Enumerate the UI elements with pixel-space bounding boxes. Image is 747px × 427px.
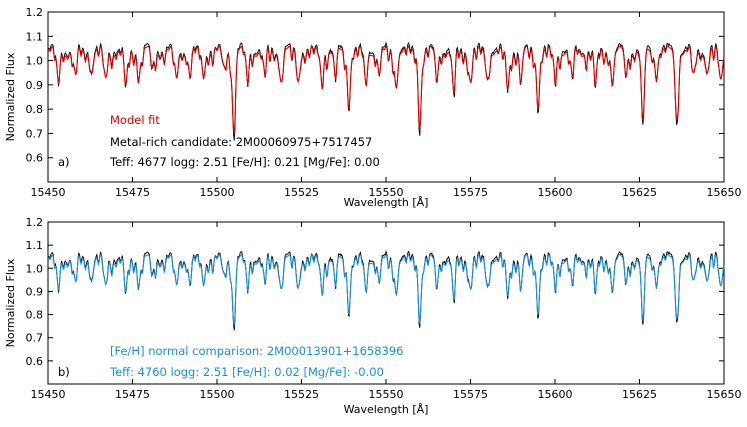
y-tick-label: 1.0 (26, 55, 44, 68)
x-tick-label: 15450 (31, 186, 66, 199)
spectrum-series (47, 41, 725, 141)
x-tick-label: 15600 (538, 186, 573, 199)
x-axis-label: Wavelength [Å] (344, 196, 429, 209)
y-tick-label: 1.1 (26, 239, 44, 252)
model-spectrum-line (47, 253, 725, 326)
x-tick-label: 15500 (200, 388, 235, 401)
y-tick-label: 0.7 (26, 127, 44, 140)
y-tick-label: 1.1 (26, 30, 44, 43)
x-tick-label: 15475 (115, 388, 150, 401)
x-tick-label: 15575 (453, 388, 488, 401)
axis-ticks: 15450 15475 15500 15525 15550 15575 15600 15625… (26, 6, 742, 199)
x-tick-label: 15575 (453, 186, 488, 199)
panel-b: 15450 15475 15500 15525 15550 15575 15600 15625… (4, 216, 742, 416)
y-tick-label: 0.9 (26, 79, 44, 92)
x-tick-label: 15500 (200, 186, 235, 199)
model-spectrum-line (47, 44, 725, 135)
annotation-params: Teff: 4677 logg: 2.51 [Fe/H]: 0.21 [Mg/F… (109, 155, 380, 169)
y-axis-label: Normalized Flux (4, 258, 17, 347)
y-tick-label: 0.6 (26, 152, 44, 165)
panel-label: a) (58, 155, 70, 169)
spectrum-series (47, 249, 725, 331)
x-tick-label: 15525 (284, 186, 319, 199)
panel-label: b) (58, 365, 70, 379)
x-tick-label: 15550 (369, 186, 404, 199)
x-tick-label: 15650 (707, 388, 742, 401)
panel-a: 15450 15475 15500 15525 15550 15575 15600 15625… (4, 6, 742, 209)
annotation-model-fit: Model fit (110, 113, 160, 127)
y-axis-label: Normalized Flux (4, 52, 17, 141)
x-tick-label: 15625 (622, 186, 657, 199)
y-tick-label: 0.8 (26, 103, 44, 116)
axis-ticks: 15450 15475 15500 15525 15550 15575 15600 15625… (26, 216, 742, 401)
y-tick-label: 1.0 (26, 262, 44, 275)
x-tick-label: 15550 (369, 388, 404, 401)
y-tick-label: 0.9 (26, 285, 44, 298)
annotation-candidate: Metal-rich candidate: 2M00060975+7517457 (110, 135, 372, 149)
x-tick-label: 15625 (622, 388, 657, 401)
annotation-params: Teff: 4760 logg: 2.51 [Fe/H]: 0.02 [Mg/F… (109, 365, 384, 379)
y-tick-label: 1.2 (26, 6, 44, 19)
observed-spectrum-line (47, 249, 725, 331)
plot-frame (47, 221, 725, 385)
y-tick-label: 0.8 (26, 309, 44, 322)
x-tick-label: 15600 (538, 388, 573, 401)
y-tick-label: 0.6 (26, 355, 44, 368)
x-tick-label: 15650 (707, 186, 742, 199)
y-tick-label: 0.7 (26, 332, 44, 345)
x-tick-label: 15475 (115, 186, 150, 199)
y-tick-label: 1.2 (26, 216, 44, 229)
x-axis-label: Wavelength [Å] (344, 403, 429, 416)
x-tick-label: 15525 (284, 388, 319, 401)
x-tick-label: 15450 (31, 388, 66, 401)
annotation-comparison: [Fe/H] normal comparison: 2M00013901+165… (110, 344, 403, 358)
